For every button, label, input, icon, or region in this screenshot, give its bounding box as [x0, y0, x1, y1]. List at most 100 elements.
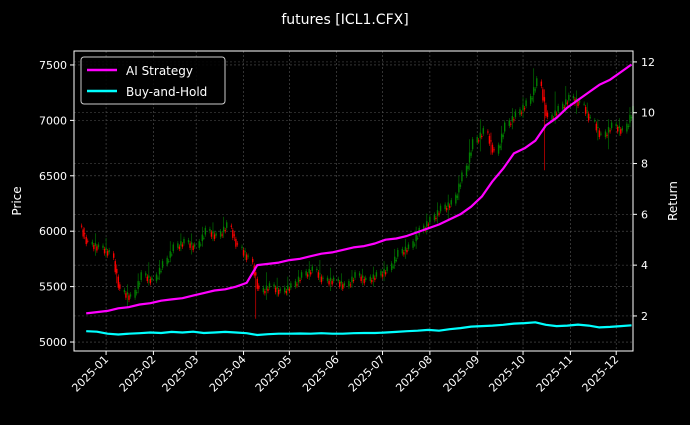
candle-body	[584, 107, 587, 114]
y-axis-right-label: Return	[666, 181, 680, 221]
candle-body	[455, 194, 457, 204]
grid	[74, 51, 633, 351]
legend: AI Strategy Buy-and-Hold	[80, 56, 226, 105]
x-tick-label: 2025-01	[69, 353, 111, 395]
candle-body	[375, 272, 378, 277]
candle-body	[604, 131, 607, 137]
candle-body	[381, 274, 384, 277]
candle-body	[481, 135, 483, 137]
y-tick-label: 7500	[39, 59, 67, 72]
candle-body	[572, 95, 575, 99]
y-tick-label: 6000	[39, 225, 67, 238]
candle-body	[108, 250, 110, 253]
candle-body	[258, 285, 260, 289]
candle-body	[500, 133, 503, 143]
candle-body	[508, 120, 510, 126]
x-tick-label: 2025-10	[486, 353, 528, 395]
candle-body	[97, 244, 100, 248]
candle-body	[145, 273, 147, 276]
candle-body	[241, 246, 243, 248]
candle-body	[470, 152, 472, 156]
candle-body	[267, 288, 269, 292]
candle-body	[534, 89, 536, 91]
y-right-tick-label: 10	[641, 107, 655, 120]
candle-body	[294, 281, 297, 287]
candle-body	[533, 87, 535, 95]
candle-body	[406, 250, 408, 253]
candle-body	[620, 129, 622, 134]
x-tick-label: 2025-04	[207, 353, 249, 395]
candle-body	[265, 285, 268, 290]
candle-body	[562, 103, 564, 110]
candle-body	[595, 123, 598, 131]
candle-body	[436, 210, 439, 216]
candle-body	[91, 241, 94, 245]
candle-body	[343, 283, 346, 286]
candle-body	[404, 246, 407, 252]
candle-body	[128, 295, 130, 300]
candle-body	[311, 266, 313, 272]
candle-body	[352, 279, 355, 282]
candle-body	[308, 268, 310, 274]
candle-body	[513, 119, 515, 121]
candle-body	[148, 275, 150, 278]
candle-body	[290, 283, 292, 288]
candle-body	[224, 230, 226, 232]
candle-body	[167, 261, 170, 263]
candle-body	[210, 232, 213, 237]
candle-body	[563, 107, 565, 109]
candle-body	[187, 240, 190, 243]
candle-body	[126, 292, 129, 295]
candle-body	[192, 245, 194, 251]
candle-body	[138, 283, 141, 285]
candle-body	[575, 98, 578, 101]
candle-body	[531, 98, 533, 100]
candle-body	[80, 225, 83, 227]
candle-body	[545, 104, 547, 116]
candle-body	[403, 252, 405, 255]
candle-body	[300, 272, 303, 278]
candle-body	[374, 277, 376, 280]
candle-body	[621, 128, 624, 131]
y-axis-label: Price	[10, 186, 24, 215]
candle-body	[102, 245, 104, 248]
candle-body	[456, 195, 459, 198]
candle-body	[273, 284, 275, 287]
candle-body	[491, 144, 494, 153]
candle-body	[371, 279, 373, 283]
candle-body	[339, 282, 341, 287]
candle-body	[394, 256, 396, 264]
candle-body	[94, 243, 97, 246]
candle-body	[478, 140, 480, 142]
candle-body	[536, 78, 538, 87]
candle-body	[511, 115, 514, 122]
candle-body	[361, 275, 364, 278]
candle-body	[365, 277, 367, 280]
candle-body	[490, 140, 492, 142]
x-tick-label: 2025-03	[160, 353, 202, 395]
candle-body	[332, 277, 335, 282]
candle-body	[87, 240, 89, 242]
candle-body	[189, 243, 191, 248]
candle-body	[610, 122, 613, 129]
candle-body	[510, 123, 512, 125]
x-tick-label: 2025-05	[253, 353, 295, 395]
candle-body	[149, 278, 152, 284]
candle-body	[276, 286, 278, 289]
candle-body	[519, 109, 521, 115]
candle-body	[358, 273, 361, 276]
candle-body	[383, 268, 385, 274]
candle-body	[504, 122, 506, 132]
candle-body	[467, 165, 469, 170]
candle-body	[123, 289, 126, 293]
candle-body	[221, 234, 223, 236]
candle-body	[542, 89, 544, 101]
candle-body	[264, 291, 266, 294]
candle-body	[397, 250, 399, 257]
candle-body	[598, 130, 601, 137]
candle-body	[523, 108, 526, 110]
y-tick-label: 5500	[39, 281, 67, 294]
candle-body	[629, 114, 631, 123]
candle-body	[557, 105, 559, 112]
candle-body	[546, 112, 549, 118]
